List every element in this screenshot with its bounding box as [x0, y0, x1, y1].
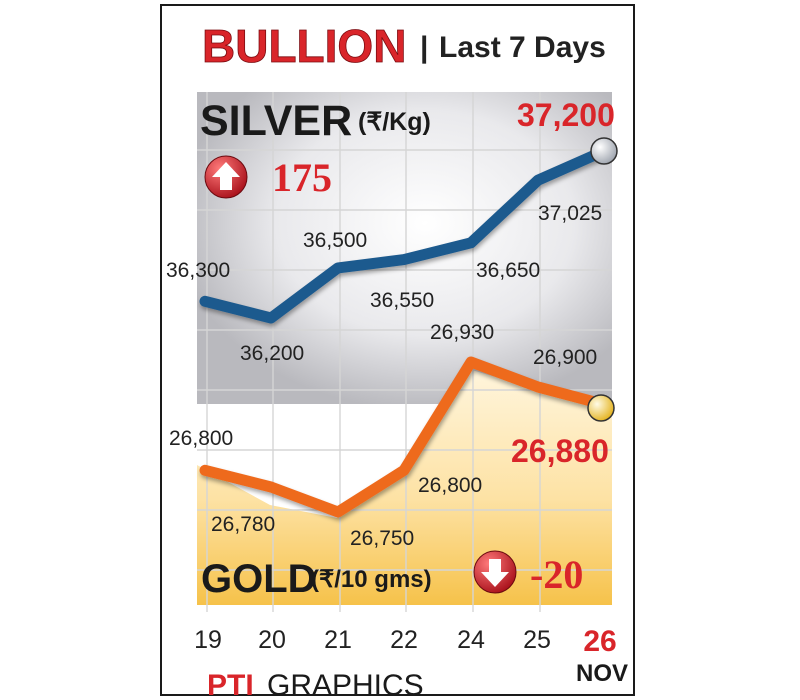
gold-change: -20: [530, 552, 583, 597]
silver-end-point: [590, 137, 618, 165]
gold-label-20: 26,780: [211, 513, 275, 536]
gold-label-22: 26,800: [418, 474, 482, 497]
silver-panel: [197, 92, 612, 404]
down-arrow-badge-icon: [473, 550, 517, 594]
x-tick-19: 19: [194, 626, 222, 654]
x-tick-26: 26: [583, 625, 616, 658]
x-tick-21: 21: [324, 626, 352, 654]
gold-latest: 26,880: [511, 433, 609, 469]
credit-text: GRAPHICS: [267, 669, 424, 700]
silver-label-22: 36,550: [370, 289, 434, 312]
title-main: BULLION: [202, 20, 406, 72]
silver-label-20: 36,200: [240, 342, 304, 365]
gold-label-24: 26,930: [430, 321, 494, 344]
pti-logo: PTI: [207, 669, 254, 700]
gold-area: [197, 370, 612, 605]
title-separator: |: [420, 31, 428, 64]
x-tick-25: 25: [523, 626, 551, 654]
title-sub: Last 7 Days: [439, 31, 606, 64]
gold-label-25: 26,900: [533, 346, 597, 369]
gold-label-19: 26,800: [169, 427, 233, 450]
silver-series-line: [199, 145, 610, 324]
x-tick-22: 22: [390, 626, 418, 654]
silver-change: 175: [272, 155, 332, 200]
silver-data-labels: 36,300 36,200 36,500 36,550 36,650 37,02…: [166, 202, 602, 365]
silver-label-24: 36,650: [476, 259, 540, 282]
gold-label-21: 26,750: [350, 527, 414, 550]
up-arrow-badge-icon: [204, 155, 248, 199]
x-tick-20: 20: [258, 626, 286, 654]
gold-end-point: [587, 394, 615, 422]
x-tick-24: 24: [457, 626, 485, 654]
gold-series-line: [199, 356, 607, 518]
silver-unit: (₹/Kg): [358, 108, 431, 136]
pti-graphics-credit: PTI GRAPHICS: [207, 669, 424, 700]
gold-label: GOLD: [201, 557, 317, 601]
silver-label-25: 37,025: [538, 202, 602, 225]
gold-unit: (₹/10 gms): [311, 566, 432, 593]
silver-label-19: 36,300: [166, 259, 230, 282]
silver-latest: 37,200: [517, 97, 615, 133]
x-month-label: NOV: [576, 660, 628, 687]
silver-label-21: 36,500: [303, 229, 367, 252]
silver-label: SILVER: [200, 97, 352, 145]
gold-data-labels: 26,800 26,780 26,750 26,800 26,930 26,90…: [169, 321, 597, 550]
x-axis: 19 20 21 22 24 25 26 NOV: [194, 625, 628, 687]
